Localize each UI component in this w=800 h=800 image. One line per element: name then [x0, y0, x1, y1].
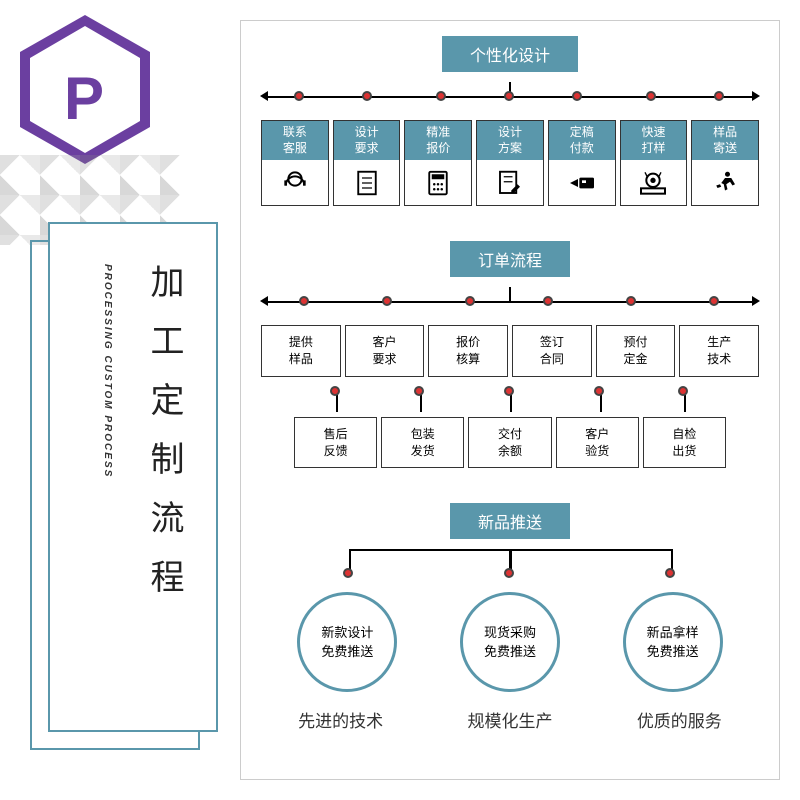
- timeline-order: [266, 287, 754, 317]
- pay-icon: [549, 160, 615, 205]
- circle-connectors: [266, 549, 754, 574]
- order-step-card: 客户验货: [556, 417, 639, 469]
- run-icon: [692, 160, 758, 205]
- design-step-card: 设计要求: [333, 120, 401, 206]
- footer-features: 先进的技术 规模化生产 优质的服务: [256, 707, 764, 732]
- order-step-card: 客户要求: [345, 325, 425, 377]
- design-step-card: 设计方案: [476, 120, 544, 206]
- new-product-circle: 新款设计免费推送: [297, 592, 397, 692]
- section-header-new: 新品推送: [450, 503, 570, 539]
- edit-icon: [477, 160, 543, 205]
- calc-icon: [405, 160, 471, 205]
- order-step-card: 报价核算: [428, 325, 508, 377]
- order-row1: 提供样品客户要求报价核算签订合同预付定金生产技术: [261, 325, 759, 377]
- doc-icon: [334, 160, 400, 205]
- logo-hexagon: P: [20, 20, 160, 160]
- design-step-card: 快速打样: [620, 120, 688, 206]
- order-row2: 售后反馈包装发货交付余额客户验货自检出货: [294, 417, 726, 469]
- section-header-order: 订单流程: [450, 241, 570, 277]
- headset-icon: [262, 160, 328, 205]
- footer-item: 规模化生产: [467, 707, 552, 732]
- logo-letter: P: [64, 64, 104, 133]
- design-step-card: 精准报价: [404, 120, 472, 206]
- circles-row: 新款设计免费推送现货采购免费推送新品拿样免费推送: [266, 592, 754, 692]
- footer-item: 先进的技术: [298, 707, 383, 732]
- order-step-card: 提供样品: [261, 325, 341, 377]
- design-step-card: 定稿付款: [548, 120, 616, 206]
- design-step-card: 样品寄送: [691, 120, 759, 206]
- footer-item: 优质的服务: [637, 707, 722, 732]
- order-step-card: 交付余额: [468, 417, 551, 469]
- order-step-card: 包装发货: [381, 417, 464, 469]
- sidebar-title-block: PROCESSING CUSTOM PROCESS 加工定制流程: [30, 240, 210, 760]
- new-product-circle: 现货采购免费推送: [460, 592, 560, 692]
- order-step-card: 签订合同: [512, 325, 592, 377]
- main-content: 个性化设计 联系客服设计要求精准报价设计方案定稿付款快速打样样品寄送 订单流程 …: [240, 20, 780, 780]
- order-step-card: 售后反馈: [294, 417, 377, 469]
- timeline-design: [266, 82, 754, 112]
- order-connectors: [261, 392, 759, 412]
- sidebar-title-en: PROCESSING CUSTOM PROCESS: [102, 264, 113, 478]
- design-step-card: 联系客服: [261, 120, 329, 206]
- machine-icon: [621, 160, 687, 205]
- order-step-card: 预付定金: [596, 325, 676, 377]
- section-header-design: 个性化设计: [442, 36, 578, 72]
- sidebar-title-cn: 加工定制流程: [140, 264, 189, 618]
- order-step-card: 自检出货: [643, 417, 726, 469]
- design-steps-row: 联系客服设计要求精准报价设计方案定稿付款快速打样样品寄送: [261, 120, 759, 206]
- new-product-circle: 新品拿样免费推送: [623, 592, 723, 692]
- order-step-card: 生产技术: [679, 325, 759, 377]
